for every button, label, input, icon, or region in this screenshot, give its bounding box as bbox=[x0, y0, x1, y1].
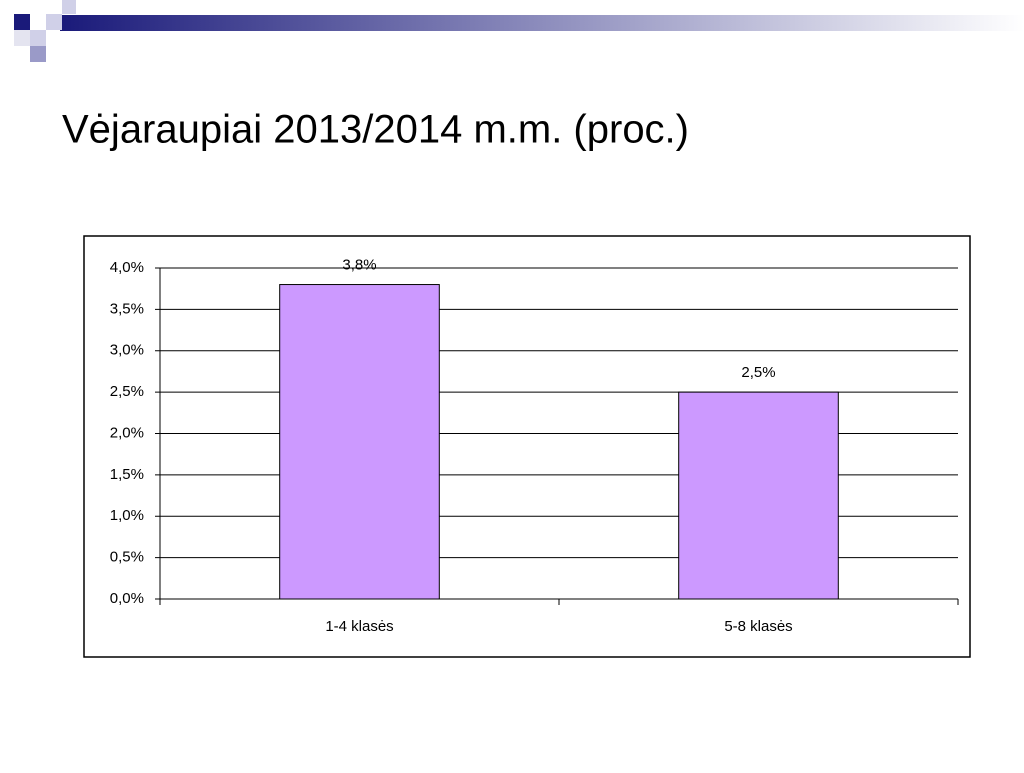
decoration bbox=[14, 0, 1024, 62]
data-label: 3,8% bbox=[342, 257, 376, 274]
y-tick-label: 3,5% bbox=[110, 300, 144, 317]
y-tick-label: 2,0% bbox=[110, 424, 144, 441]
y-tick-label: 1,0% bbox=[110, 507, 144, 524]
y-tick-label: 1,5% bbox=[110, 466, 144, 483]
y-tick-label: 4,0% bbox=[110, 259, 144, 276]
x-tick-label: 1-4 klasės bbox=[325, 618, 393, 635]
data-label: 2,5% bbox=[741, 364, 775, 381]
slide-title: Vėjaraupiai 2013/2014 m.m. (proc.) bbox=[62, 108, 689, 152]
y-tick-label: 2,5% bbox=[110, 383, 144, 400]
y-tick-label: 3,0% bbox=[110, 342, 144, 359]
y-tick-label: 0,5% bbox=[110, 549, 144, 566]
bar bbox=[279, 284, 440, 600]
y-tick-label: 0,0% bbox=[110, 590, 144, 607]
bar bbox=[678, 391, 839, 600]
x-tick-label: 5-8 klasės bbox=[724, 618, 792, 635]
